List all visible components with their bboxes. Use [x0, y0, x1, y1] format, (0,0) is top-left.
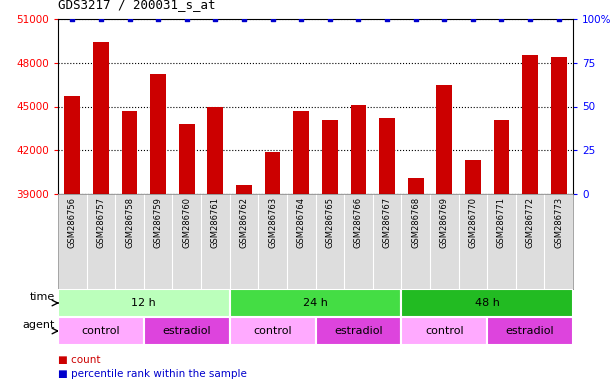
- Text: GSM286757: GSM286757: [97, 197, 106, 248]
- Text: GSM286765: GSM286765: [325, 197, 334, 248]
- Text: GSM286759: GSM286759: [153, 197, 163, 248]
- Bar: [401, 289, 573, 317]
- Text: control: control: [254, 326, 292, 336]
- Point: [382, 16, 392, 22]
- Bar: [144, 317, 230, 345]
- Point: [268, 16, 277, 22]
- Point: [210, 16, 220, 22]
- Point: [439, 16, 449, 22]
- Bar: [522, 55, 538, 194]
- Text: time: time: [30, 292, 55, 302]
- Point: [468, 16, 478, 22]
- Point: [125, 16, 134, 22]
- Bar: [64, 96, 80, 194]
- Text: estradiol: estradiol: [334, 326, 382, 336]
- Bar: [494, 120, 510, 194]
- Bar: [322, 120, 338, 194]
- Bar: [408, 178, 423, 194]
- Text: GSM286773: GSM286773: [554, 197, 563, 248]
- Bar: [208, 106, 223, 194]
- Point: [67, 16, 77, 22]
- Bar: [150, 74, 166, 194]
- Point: [96, 16, 106, 22]
- Bar: [179, 124, 195, 194]
- Bar: [465, 161, 481, 194]
- Text: GSM286756: GSM286756: [68, 197, 77, 248]
- Point: [182, 16, 192, 22]
- Text: GSM286763: GSM286763: [268, 197, 277, 248]
- Text: GSM286764: GSM286764: [297, 197, 306, 248]
- Bar: [401, 317, 487, 345]
- Point: [239, 16, 249, 22]
- Bar: [351, 105, 366, 194]
- Bar: [436, 84, 452, 194]
- Text: ■ count: ■ count: [58, 354, 100, 364]
- Bar: [93, 42, 109, 194]
- Point: [525, 16, 535, 22]
- Text: GSM286768: GSM286768: [411, 197, 420, 248]
- Text: 48 h: 48 h: [475, 298, 500, 308]
- Bar: [551, 57, 566, 194]
- Bar: [58, 317, 144, 345]
- Text: GSM286769: GSM286769: [440, 197, 448, 248]
- Bar: [265, 152, 280, 194]
- Text: GSM286767: GSM286767: [382, 197, 392, 248]
- Point: [325, 16, 335, 22]
- Bar: [58, 289, 230, 317]
- Text: GSM286762: GSM286762: [240, 197, 249, 248]
- Bar: [487, 317, 573, 345]
- Point: [411, 16, 420, 22]
- Bar: [315, 317, 401, 345]
- Point: [354, 16, 364, 22]
- Point: [554, 16, 563, 22]
- Text: estradiol: estradiol: [163, 326, 211, 336]
- Text: control: control: [425, 326, 464, 336]
- Text: control: control: [82, 326, 120, 336]
- Text: agent: agent: [23, 320, 55, 330]
- Bar: [379, 118, 395, 194]
- Text: GSM286758: GSM286758: [125, 197, 134, 248]
- Text: GSM286771: GSM286771: [497, 197, 506, 248]
- Text: GSM286770: GSM286770: [469, 197, 477, 248]
- Text: GSM286766: GSM286766: [354, 197, 363, 248]
- Point: [296, 16, 306, 22]
- Bar: [293, 111, 309, 194]
- Text: 12 h: 12 h: [131, 298, 156, 308]
- Text: GSM286772: GSM286772: [525, 197, 535, 248]
- Text: GSM286761: GSM286761: [211, 197, 220, 248]
- Bar: [236, 185, 252, 194]
- Text: 24 h: 24 h: [303, 298, 328, 308]
- Point: [497, 16, 507, 22]
- Bar: [230, 317, 315, 345]
- Point: [153, 16, 163, 22]
- Text: ■ percentile rank within the sample: ■ percentile rank within the sample: [58, 369, 247, 379]
- Bar: [122, 111, 137, 194]
- Text: GSM286760: GSM286760: [182, 197, 191, 248]
- Text: GDS3217 / 200031_s_at: GDS3217 / 200031_s_at: [58, 0, 216, 11]
- Text: estradiol: estradiol: [506, 326, 554, 336]
- Bar: [230, 289, 401, 317]
